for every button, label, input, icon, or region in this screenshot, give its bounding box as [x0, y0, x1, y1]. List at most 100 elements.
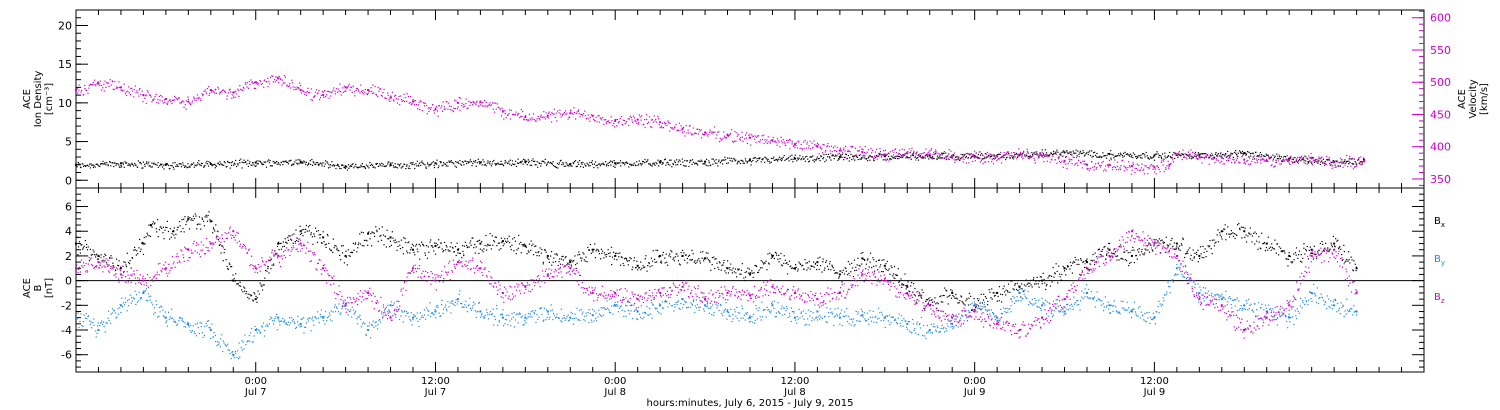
density-series-trace-dot: [593, 166, 595, 169]
velocity-series-trace-dot: [626, 120, 628, 123]
bx-series-trace-dot: [1184, 253, 1187, 255]
velocity-series-trace-dot: [889, 157, 891, 160]
velocity-series-trace-dot: [1111, 169, 1114, 171]
density-series-trace-dot: [1190, 158, 1192, 160]
bx-series-trace-dot: [196, 224, 198, 226]
bx-series-trace-dot: [723, 259, 725, 262]
velocity-series-trace-dot: [1192, 157, 1194, 159]
bx-series-trace-dot: [179, 225, 181, 227]
velocity-series-point-57: [1333, 161, 1336, 164]
velocity-series-trace-dot: [613, 126, 616, 128]
velocity-series-trace-dot: [819, 146, 821, 148]
bx-series-trace-dot: [458, 252, 461, 254]
density-series-trace-dot: [577, 161, 579, 163]
density-series-trace-dot: [726, 157, 729, 159]
density-series-trace-dot: [323, 165, 325, 167]
density-series-trace-dot: [1034, 151, 1036, 153]
velocity-series-trace-dot: [1063, 161, 1065, 164]
velocity-series-trace-dot: [314, 91, 317, 93]
velocity-series-trace-dot: [994, 158, 996, 160]
velocity-series-trace-dot: [690, 134, 693, 136]
bx-series-trace-dot: [1132, 246, 1134, 248]
velocity-series-trace-dot: [1322, 162, 1324, 164]
velocity-series-trace-dot: [223, 91, 226, 93]
velocity-series-trace-dot: [1153, 171, 1156, 173]
bx-series-trace-dot: [477, 240, 479, 242]
velocity-series-trace-dot: [1057, 157, 1059, 159]
velocity-series-trace-dot: [1026, 148, 1028, 150]
bx-series-trace-dot: [1187, 249, 1189, 251]
velocity-series-point-6: [209, 88, 212, 91]
density-series-trace-dot: [1216, 155, 1219, 157]
velocity-series-trace-dot: [120, 89, 122, 91]
velocity-series-trace-dot: [810, 147, 812, 150]
velocity-series-trace-dot: [485, 101, 487, 104]
velocity-series-trace-dot: [1199, 157, 1201, 159]
density-series-trace-dot: [677, 161, 679, 163]
bx-series-trace-dot: [717, 266, 719, 269]
velocity-series-trace-dot: [767, 136, 769, 138]
velocity-series-trace-dot: [489, 105, 491, 107]
velocity-series-trace-dot: [1182, 156, 1185, 159]
bx-series-trace-dot: [283, 245, 286, 247]
density-series-trace-dot: [1230, 152, 1232, 154]
velocity-series-trace-dot: [859, 146, 861, 148]
velocity-series-trace-dot: [759, 141, 761, 143]
density-series-trace-dot: [506, 162, 509, 165]
density-series-trace-dot: [421, 160, 423, 162]
density-series-trace-dot: [1232, 156, 1234, 158]
density-series-trace-dot: [193, 162, 195, 164]
velocity-series-trace-dot: [908, 148, 910, 150]
velocity-series-trace-dot: [1187, 154, 1189, 156]
velocity-series-trace-dot: [854, 155, 856, 157]
bx-series-trace-dot: [1152, 250, 1154, 252]
bx-series-trace-dot: [221, 245, 223, 247]
bx-series-trace-dot: [897, 268, 899, 270]
velocity-series-trace-dot: [580, 113, 582, 116]
bx-series-trace-dot: [117, 265, 120, 267]
velocity-series-trace-dot: [1014, 152, 1016, 154]
velocity-series-trace-dot: [918, 155, 920, 157]
bx-series-trace-dot: [979, 302, 981, 304]
density-series-trace-dot: [466, 160, 468, 163]
bx-series-trace-dot: [287, 236, 289, 239]
bx-series-trace-dot: [974, 308, 976, 311]
density-series-trace-dot: [869, 155, 872, 157]
bx-series-trace-dot: [609, 252, 611, 254]
velocity-series-trace-dot: [1339, 157, 1341, 159]
velocity-series-trace-dot: [793, 144, 795, 146]
velocity-series-point-36: [883, 153, 886, 156]
density-series-trace-dot: [788, 160, 790, 162]
bx-series-trace-dot: [260, 284, 262, 286]
velocity-series-trace-dot: [530, 119, 532, 121]
density-series-trace-dot: [912, 155, 914, 157]
velocity-series-trace-dot: [392, 99, 395, 101]
velocity-series-trace-dot: [481, 102, 483, 104]
bottom-panel-frame: [75, 187, 1425, 373]
bx-series-trace-dot: [1043, 278, 1045, 281]
velocity-series-trace-dot: [212, 90, 214, 92]
velocity-series-trace-dot: [780, 140, 783, 142]
bx-series-point-35: [838, 273, 841, 276]
bx-series-trace-dot: [415, 245, 417, 247]
density-series-trace-dot: [305, 163, 307, 165]
density-series-trace-dot: [945, 152, 947, 154]
density-series-trace-dot: [1300, 160, 1302, 162]
velocity-series-trace-dot: [273, 79, 276, 81]
bx-series-trace-dot: [795, 264, 797, 266]
velocity-series-trace-dot: [730, 132, 732, 135]
velocity-series-trace-dot: [723, 131, 725, 133]
density-series-trace-dot: [971, 155, 973, 157]
velocity-series-trace-dot: [1357, 158, 1360, 160]
bx-series-trace-dot: [642, 265, 644, 267]
density-series-trace-dot: [840, 155, 842, 157]
velocity-series-trace-dot: [444, 108, 446, 110]
velocity-series-trace-dot: [1326, 155, 1328, 158]
bx-series-trace-dot: [199, 223, 201, 225]
bx-series-trace-dot: [786, 273, 789, 275]
velocity-series-trace-dot: [734, 140, 736, 142]
velocity-series-trace-dot: [1363, 161, 1365, 163]
b-axis-tick-label-0: -6: [61, 349, 72, 362]
bx-series-trace-dot: [955, 293, 957, 296]
velocity-series-trace-dot: [584, 114, 587, 117]
